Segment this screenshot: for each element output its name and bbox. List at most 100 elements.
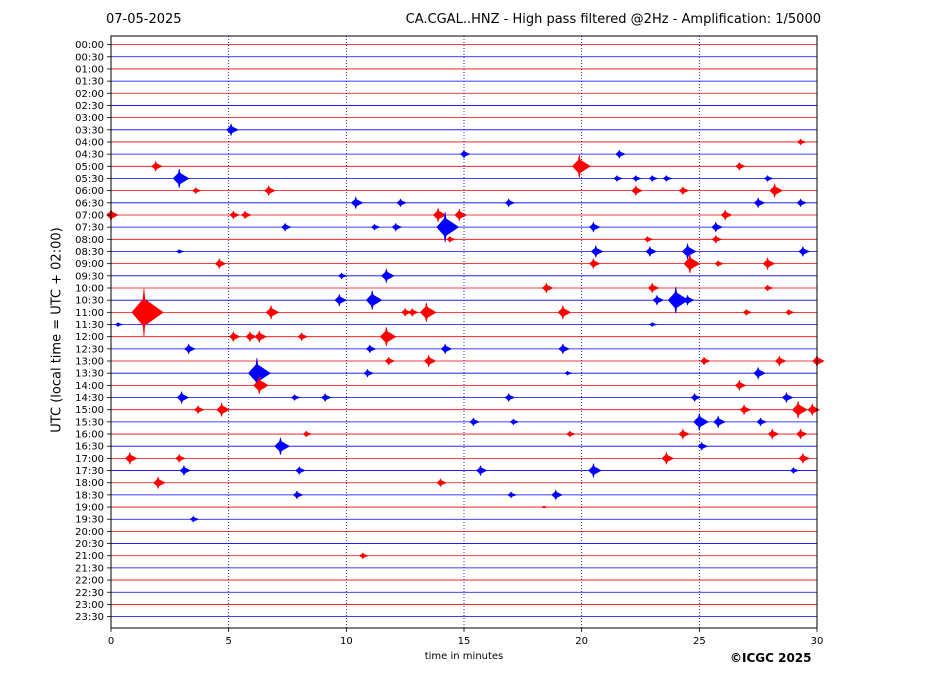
seismic-event [153, 476, 166, 490]
seismic-event [566, 430, 576, 438]
seismic-event [541, 282, 554, 294]
y-tick-label: 08:00 [75, 235, 104, 246]
y-tick-label: 05:00 [75, 162, 104, 173]
seismic-event [175, 249, 185, 254]
seismic-event [281, 222, 292, 232]
seismic-event [798, 452, 810, 464]
y-tick-label: 09:00 [75, 259, 104, 270]
seismic-event [762, 257, 776, 271]
seismic-event [459, 149, 471, 159]
seismic-event [540, 505, 548, 509]
seismic-event [785, 308, 795, 316]
seismic-event [436, 211, 460, 243]
seismic-event [742, 308, 753, 316]
seismic-event [228, 331, 241, 343]
seismic-event [172, 168, 190, 189]
x-tick-label: 25 [693, 636, 706, 647]
seismic-event [365, 344, 377, 354]
seismic-event [114, 322, 124, 327]
seismic-event [648, 322, 658, 327]
x-tick-label: 20 [575, 636, 588, 647]
y-tick-label: 06:00 [75, 186, 104, 197]
y-tick-label: 01:30 [75, 77, 104, 88]
seismic-event [391, 222, 403, 232]
y-tick-label: 16:00 [75, 430, 104, 441]
x-tick-label: 5 [225, 636, 231, 647]
seismic-event [763, 284, 774, 292]
y-tick-label: 19:00 [75, 503, 104, 514]
seismic-event [812, 354, 825, 368]
seismic-event [645, 245, 658, 258]
y-tick-label: 18:00 [75, 478, 104, 489]
seismic-event [796, 428, 808, 440]
seismic-event [792, 401, 808, 419]
y-tick-label: 04:30 [75, 150, 104, 161]
seismic-event [763, 175, 774, 182]
seismic-event [370, 223, 381, 231]
seismic-event [106, 208, 119, 222]
y-tick-label: 00:00 [75, 40, 104, 51]
seismic-event [440, 343, 453, 355]
seismic-event [297, 332, 309, 342]
seismic-event [720, 209, 733, 221]
seismic-event [807, 403, 820, 417]
seismic-event [557, 304, 572, 321]
seismic-event [558, 343, 570, 355]
seismic-event [124, 451, 138, 465]
seismic-event [176, 390, 190, 405]
seismic-event [753, 366, 766, 380]
seismic-event [632, 175, 642, 182]
copyright-text: ©ICGC 2025 [730, 651, 812, 665]
seismic-event [359, 552, 369, 560]
seismic-event [504, 198, 516, 208]
y-tick-label: 11:30 [75, 320, 104, 331]
seismic-event [191, 187, 202, 195]
y-tick-label: 17:00 [75, 454, 104, 465]
seismic-event [551, 489, 563, 501]
seismic-event [189, 515, 200, 523]
seismic-event [337, 272, 348, 280]
seismic-event [151, 160, 163, 172]
seismic-event [216, 402, 230, 418]
seismic-event [647, 282, 660, 294]
seismic-event [615, 149, 626, 159]
y-tick-label: 15:00 [75, 405, 104, 416]
seismic-event [446, 235, 456, 243]
y-tick-label: 10:30 [75, 296, 104, 307]
seismic-event [753, 197, 766, 209]
y-tick-label: 05:30 [75, 174, 104, 185]
seismic-event [769, 182, 783, 199]
seismic-event [796, 198, 808, 208]
y-tick-label: 03:30 [75, 125, 104, 136]
seismic-event [265, 304, 280, 321]
seismic-event [507, 491, 518, 499]
seismic-event [253, 376, 269, 394]
seismic-event [693, 413, 709, 431]
y-tick-label: 16:30 [75, 442, 104, 453]
seismic-event [781, 392, 794, 404]
seismic-event [350, 196, 364, 210]
seismic-event [321, 393, 332, 402]
seismic-event [697, 441, 709, 451]
seismic-event [295, 466, 306, 475]
y-tick-label: 23:00 [75, 600, 104, 611]
seismic-event [454, 208, 467, 222]
seismic-event [476, 465, 488, 477]
seismic-event [214, 258, 227, 270]
seismic-event [408, 307, 419, 317]
y-tick-label: 12:00 [75, 332, 104, 343]
y-tick-label: 02:30 [75, 101, 104, 112]
seismic-event [690, 393, 702, 402]
seismic-event [363, 368, 375, 378]
seismic-event [683, 254, 701, 274]
seismic-event [714, 260, 725, 268]
seismic-event [504, 393, 516, 402]
seismic-event [365, 290, 383, 310]
seismic-event [241, 210, 252, 220]
y-tick-label: 13:00 [75, 357, 104, 368]
y-tick-label: 17:30 [75, 466, 104, 477]
y-tick-label: 20:00 [75, 527, 104, 538]
seismic-event [193, 405, 205, 415]
y-tick-label: 21:00 [75, 551, 104, 562]
y-tick-label: 13:30 [75, 369, 104, 380]
